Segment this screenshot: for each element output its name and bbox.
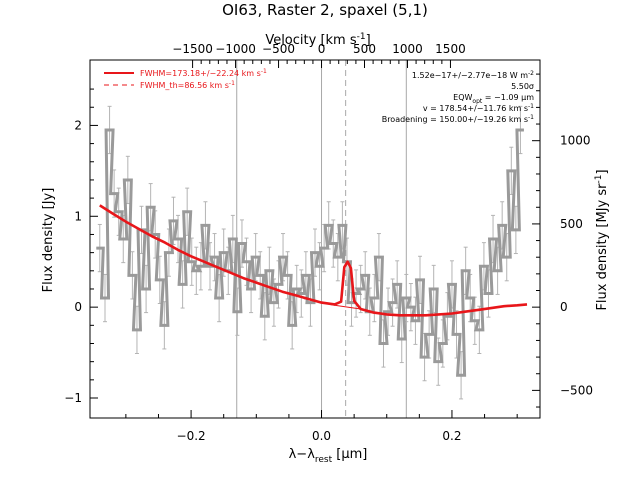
annotation-0: 1.52e−17+/−2.77e−18 W m-2 [412,70,534,80]
y-axis-label: Flux density [Jy] [41,188,56,293]
y-tick-label: 0 [74,300,82,314]
x-axis-label: λ−λrest [μm] [289,447,368,465]
top-tick-label: 0 [318,42,326,56]
annotation-3: v = 178.54+/−11.76 km s-1 [423,103,534,113]
chart-title: OI63, Raster 2, spaxel (5,1) [222,1,428,19]
right-axis-label: Flux density [MJy sr-1] [594,169,610,310]
top-axis-label: Velocity [km s-1] [265,32,370,48]
y-tick-label: −1 [64,391,82,405]
spectrum-series [96,128,524,377]
x-tick-label: −0.2 [177,429,206,443]
x-tick-label: 0.2 [442,429,461,443]
plot-frame [89,59,541,419]
line-fit-series [99,204,528,317]
top-tick-label: 1500 [435,42,466,56]
annotation-1: 5.50σ [511,82,534,91]
legend-label-0: FWHM=173.18+/−22.24 km s-1 [140,68,267,78]
top-tick-label: −1500 [172,42,213,56]
y-tick-label: 2 [74,118,82,132]
annotation-2: EQWopt = −1.09 μm [453,93,534,105]
top-tick-label: −1000 [215,42,256,56]
x-tick-label: 0.0 [312,429,331,443]
plot-area: −0.2 0.0 0.2−1500 −1000 −500 0 500 1000 1500−101… [64,42,593,443]
right-tick-label: 500 [560,217,583,231]
legend-label-1: FWHM_th=86.56 km s-1 [140,80,235,90]
right-tick-label: −500 [560,383,593,397]
right-tick-label: 1000 [560,134,591,148]
annotation-4: Broadening = 150.00+/−19.26 km s-1 [382,114,534,124]
top-tick-label: 1000 [392,42,423,56]
top-tick-label: 500 [353,42,376,56]
y-tick-label: 1 [74,209,82,223]
right-tick-label: 0 [560,300,568,314]
top-tick-label: −500 [262,42,295,56]
